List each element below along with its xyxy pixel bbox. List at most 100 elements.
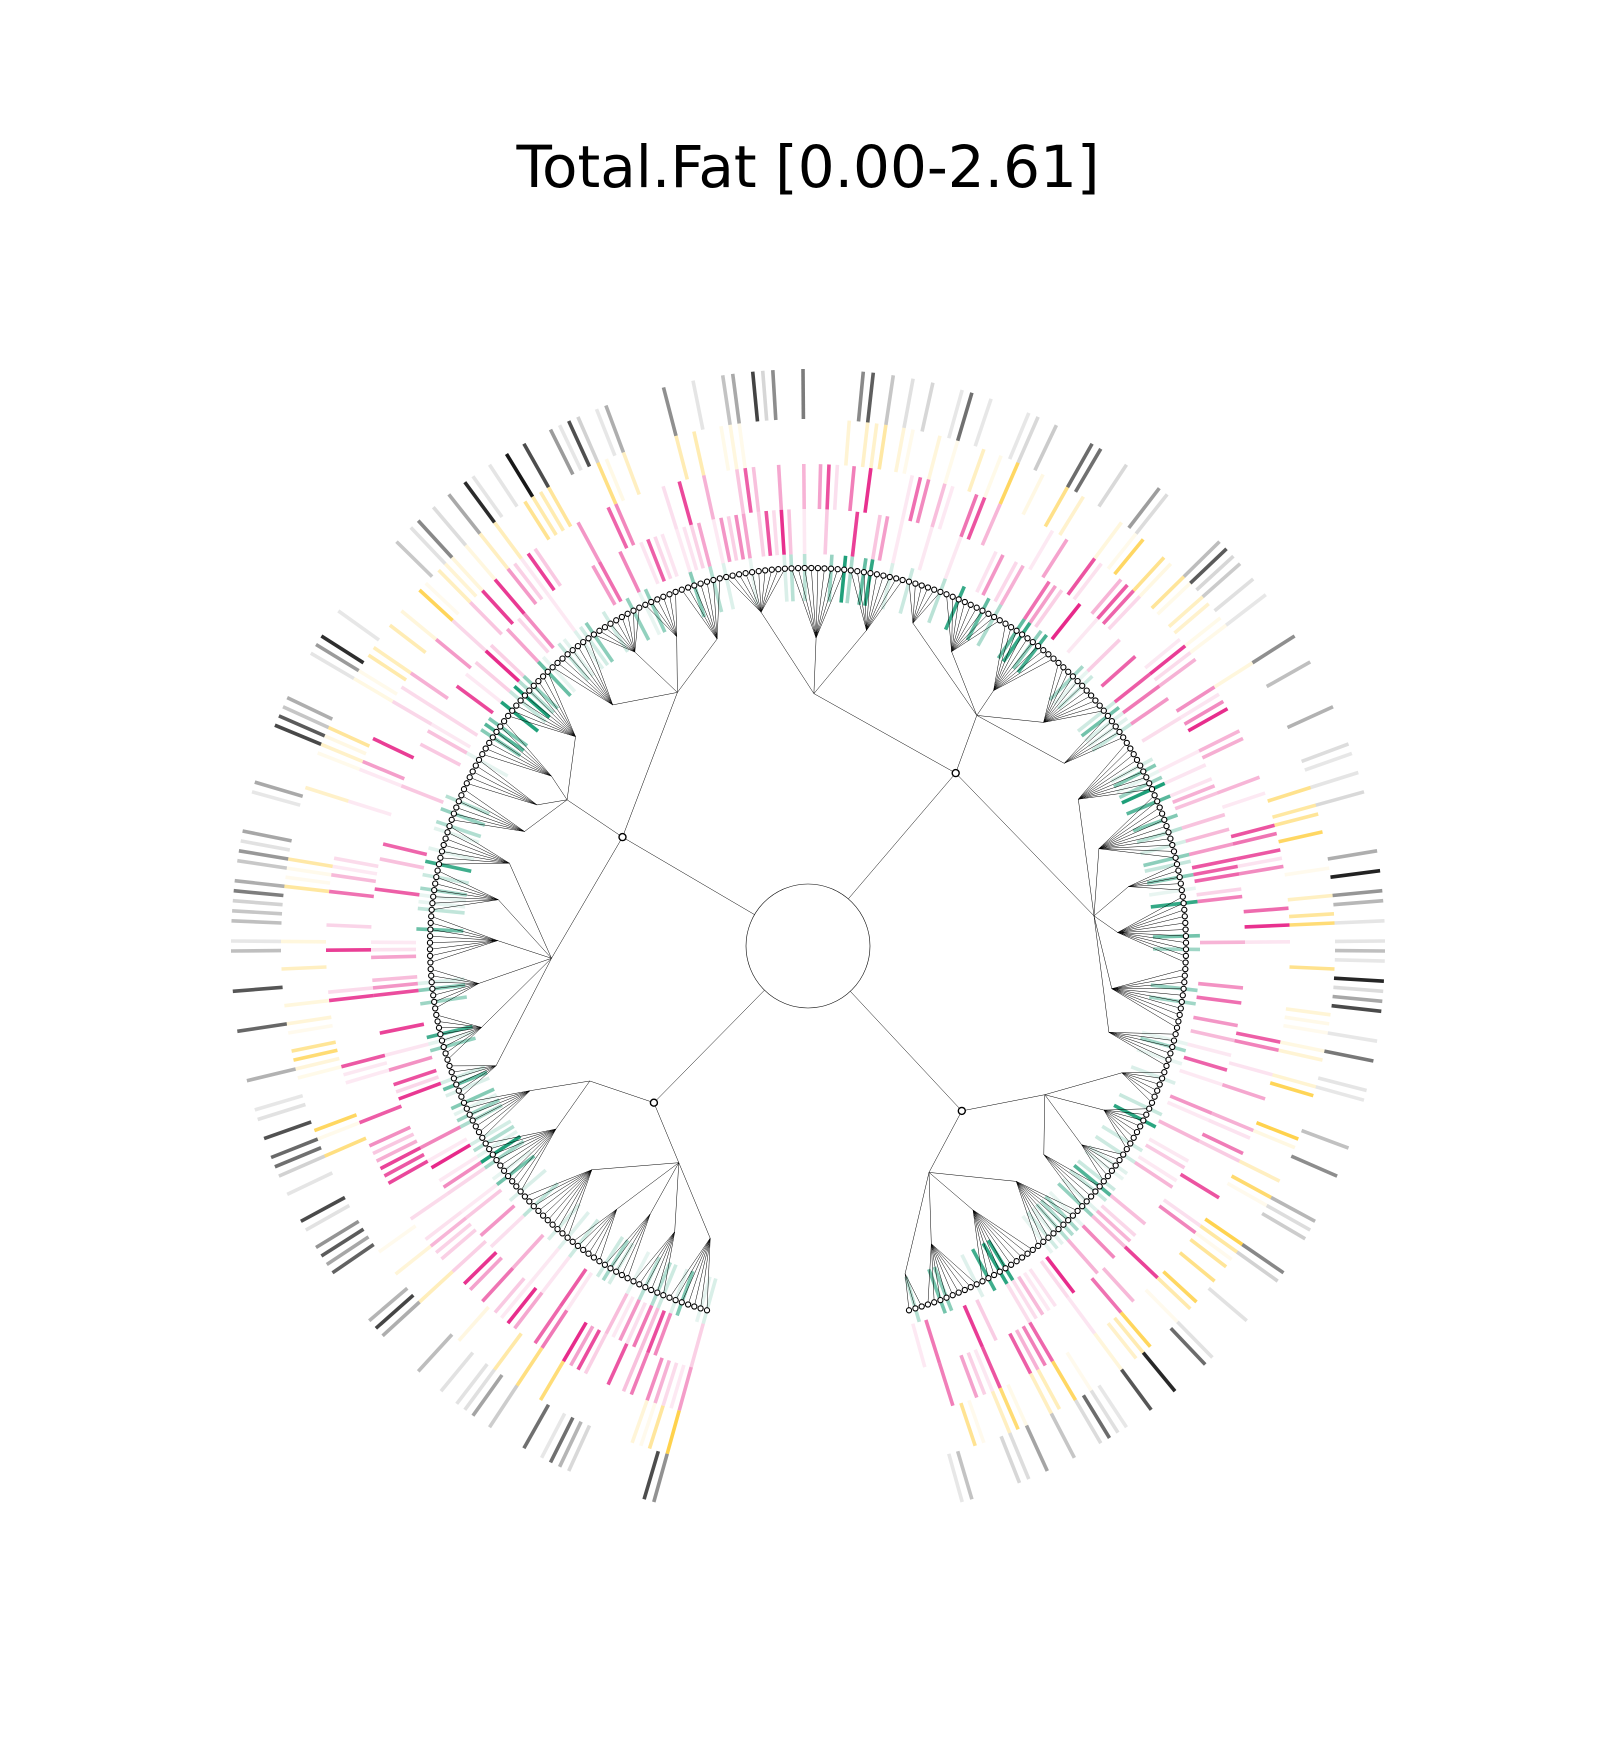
tree-leaf [427,926,434,933]
heatmap-cell [469,1119,512,1147]
heatmap-cell [661,1362,679,1407]
heatmap-cell [317,1121,361,1141]
heatmap-cell [1157,1119,1200,1143]
tree-leaf [1177,1005,1184,1012]
tree-leaf [440,841,447,849]
tree-branch [431,975,479,984]
heatmap-cell [500,1282,532,1320]
tree-leaf [775,566,782,573]
heatmap-cell [409,1192,449,1221]
tree-leaf [912,580,919,587]
heatmap-cell [358,767,403,788]
heatmap-cell [1310,770,1359,790]
heatmap-cell [1187,1042,1232,1058]
tree-leaf [444,829,451,836]
tree-branch [681,1238,711,1303]
heatmap-cell [471,1373,504,1417]
tree-leaf [437,854,444,861]
tree-leaf [607,1265,614,1272]
heatmap-cell [1028,584,1057,624]
tree-branch [1078,748,1131,800]
heatmap-cell [839,555,848,603]
heatmap-cell [1152,933,1200,939]
tree-leaf [630,1278,637,1285]
tree-branch [434,889,499,900]
heatmap-cell [1113,763,1157,789]
tree-leaf [427,965,434,973]
heatmap-cell [980,1346,1002,1389]
tree-branch [1117,929,1186,933]
tree-leaf [1165,829,1172,836]
heatmap-cell [1141,1351,1177,1393]
tree-branch [627,1213,651,1279]
tree-branch [1043,671,1069,723]
tree-branch [1108,1032,1167,1067]
tree-leaf [434,1018,441,1025]
heatmap-cell [661,386,678,437]
heatmap-cell [379,1022,425,1035]
tree-branch [993,645,1039,691]
heatmap-cell [286,866,332,877]
heatmap-cell [533,547,562,587]
tree-leaf [1024,635,1031,642]
heatmap-cell [1185,827,1230,843]
heatmap-cell [656,1264,678,1309]
heatmap-cell [1107,595,1142,631]
tree-leaf [463,780,470,787]
tree-branch [547,671,576,737]
tree-branch [433,896,499,900]
heatmap-cell [489,643,525,678]
tree-branch [634,607,640,653]
heatmap-cell [323,734,367,756]
heatmap-cell [440,807,486,827]
heatmap-cell [508,1168,547,1202]
heatmap-cell [694,1276,712,1323]
tree-branch [1111,988,1181,1009]
heatmap-cell [827,554,834,602]
tree-leaf [504,712,512,720]
heatmap-cell [1089,1389,1120,1434]
heatmap-cell [741,513,752,559]
tree-branch [1111,975,1185,989]
heatmap-cell [621,451,641,496]
heatmap-cell [1191,857,1237,870]
tree-leaf [1170,848,1178,855]
tree-branch [1108,1032,1173,1048]
tree-branch [562,658,613,706]
heatmap-cell [973,398,993,447]
tree-branch [904,1273,922,1307]
heatmap-cell [362,759,405,781]
tree-leaf [1165,1056,1172,1063]
heatmap-cell [891,519,905,564]
tree-branch [866,573,871,631]
heatmap-cell [865,372,876,423]
heatmap-cell [315,642,360,673]
tree-leaf [723,573,730,581]
heatmap-cell [1241,1243,1285,1275]
tree-branch [1117,932,1187,943]
tree-branch [694,585,718,640]
tree-branch [677,638,718,693]
tree-leaf [985,1275,992,1282]
heatmap-cell [1141,1030,1188,1046]
tree-branch [538,1169,592,1212]
heatmap-cell [937,485,955,530]
tree-leaf [428,906,435,913]
tree-branch [1117,932,1186,937]
tree-leaf [1182,965,1189,973]
tree-branch [928,1172,974,1211]
tree-leaf [931,1299,938,1306]
tree-branch [445,838,510,864]
tree-branch [675,1238,711,1301]
tree-leaf [569,647,576,654]
tree-leaf [918,1303,925,1310]
heatmap-cell [418,588,454,622]
tree-branch [492,1128,556,1155]
tree-branch [931,1243,966,1291]
tree-leaf [437,1031,444,1038]
tree-branch [951,607,977,652]
tree-leaf [521,1193,529,1200]
tree-leaf [1130,1134,1137,1141]
heatmap-cell [1158,657,1197,688]
heatmap-cell [660,533,679,578]
